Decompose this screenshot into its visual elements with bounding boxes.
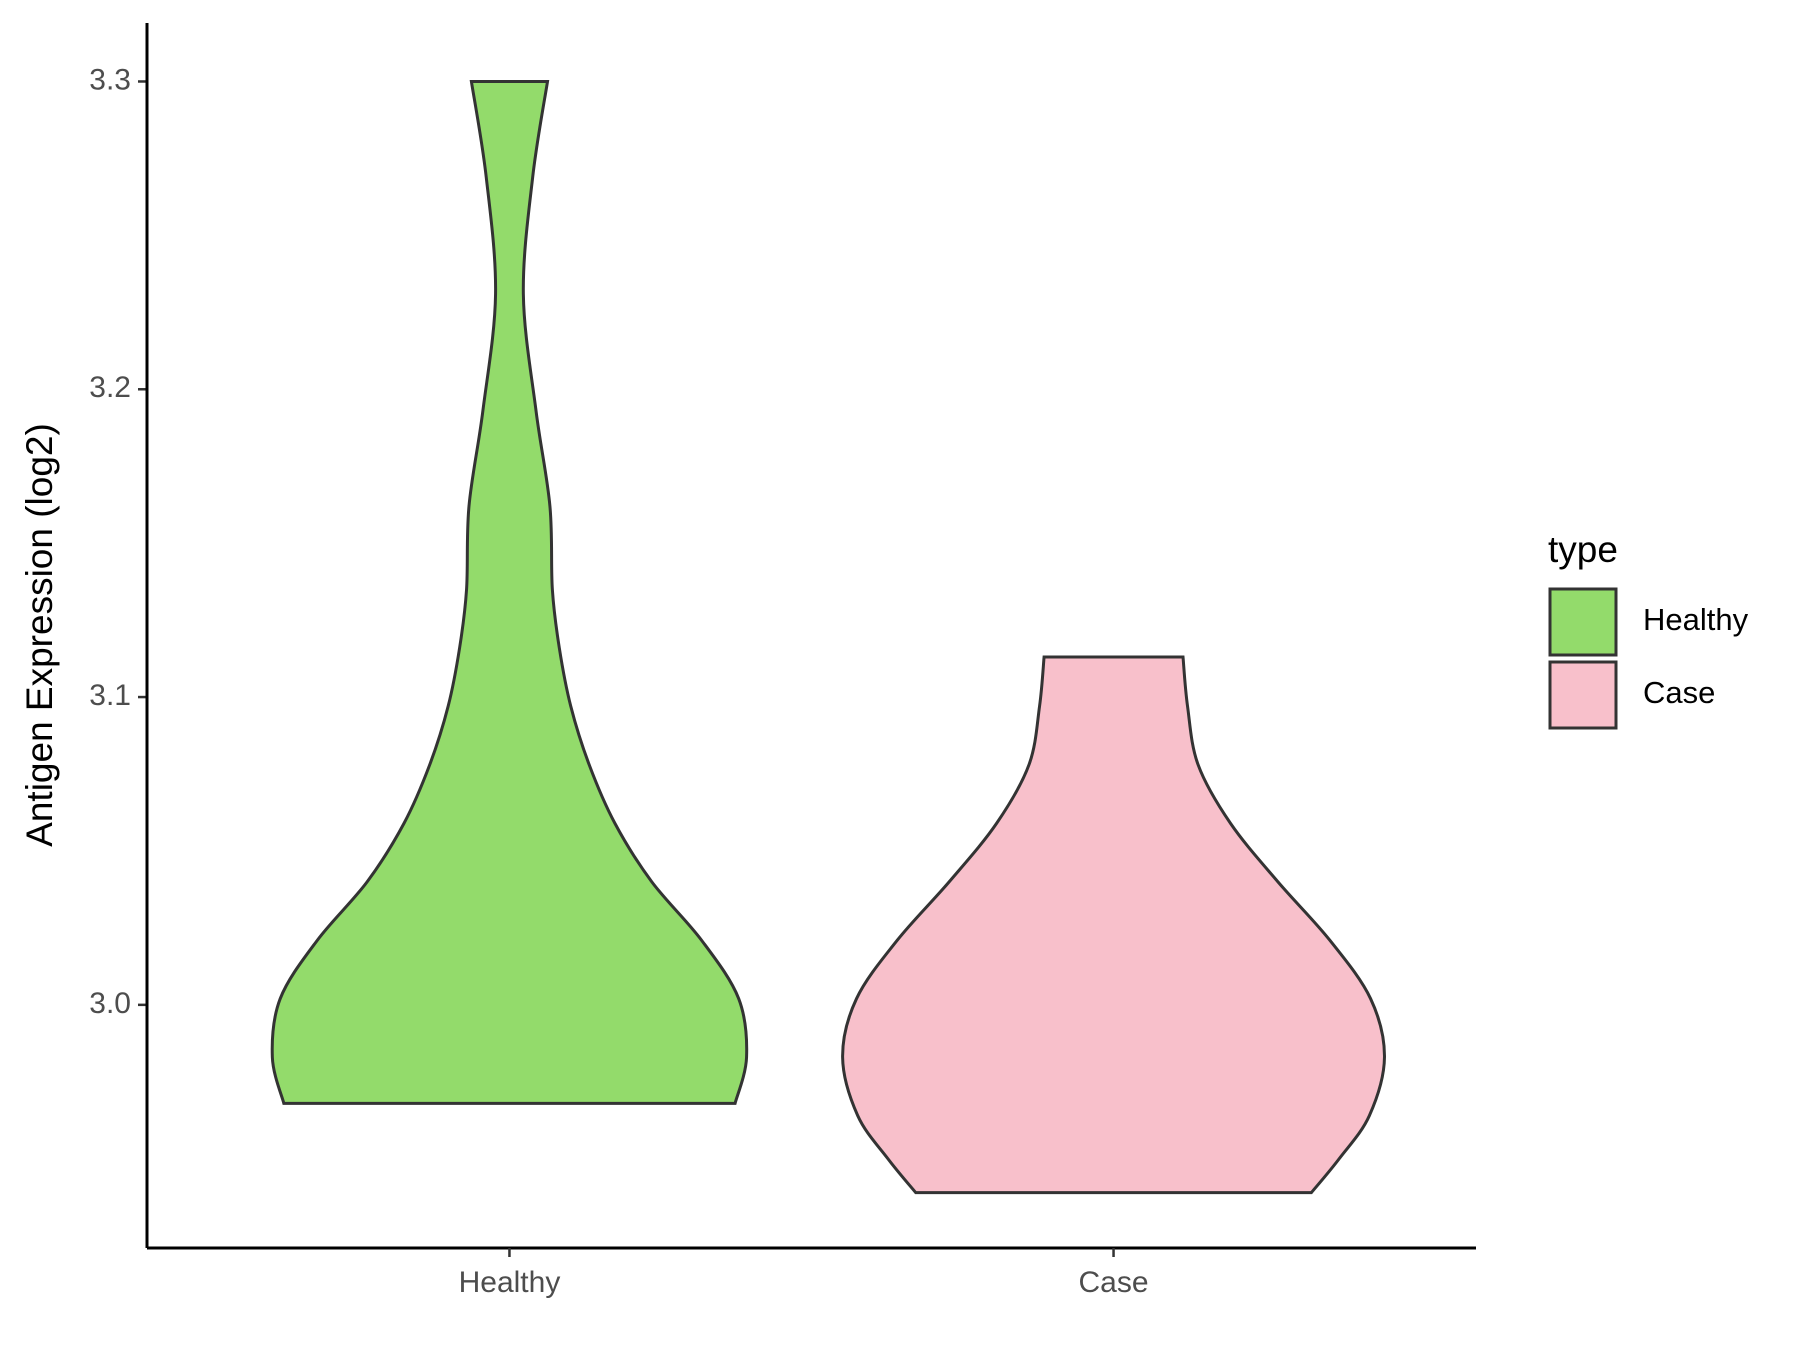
legend-key — [1548, 660, 1618, 730]
y-tick-label: 3.0 — [89, 987, 131, 1020]
y-tick-label: 3.2 — [89, 371, 131, 404]
legend-label: Healthy — [1643, 602, 1749, 637]
y-tick-label: 3.1 — [89, 679, 131, 712]
legend-label: Case — [1643, 675, 1715, 710]
legend-key — [1548, 587, 1618, 657]
violin — [270, 79, 749, 1105]
legend-title: type — [1548, 529, 1618, 570]
x-tick-label: Healthy — [459, 1266, 561, 1299]
violin — [841, 655, 1386, 1195]
y-tick-label: 3.3 — [89, 63, 131, 96]
x-tick-label: Case — [1079, 1266, 1149, 1299]
y-axis-title: Antigen Expression (log2) — [19, 423, 60, 847]
